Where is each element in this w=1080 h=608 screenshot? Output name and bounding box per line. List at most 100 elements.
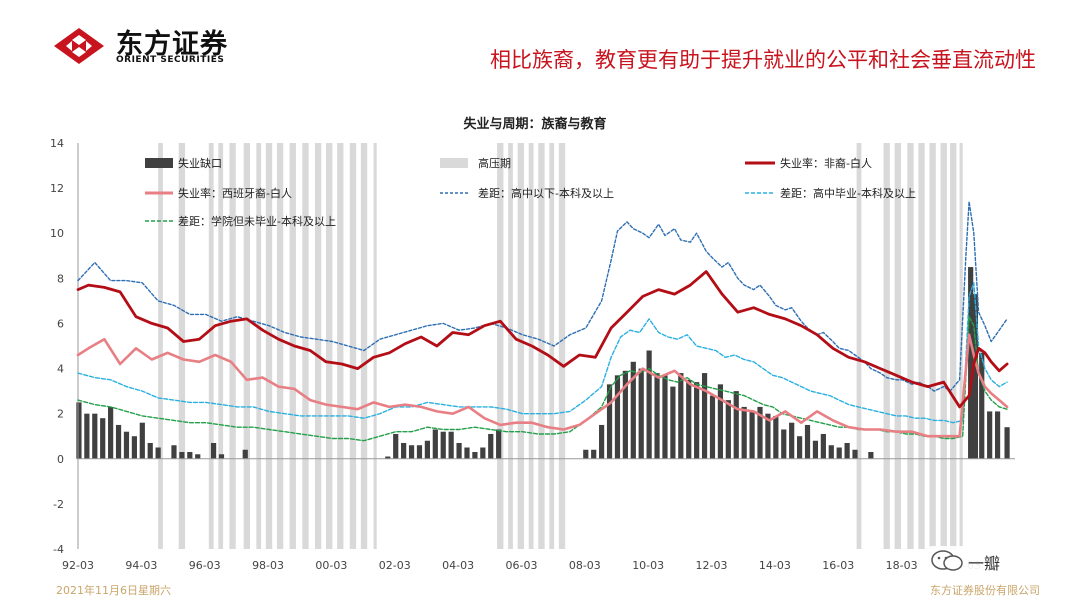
gap-bar <box>480 447 486 459</box>
legend-label-black-white: 失业率：非裔-白人 <box>780 156 872 170</box>
gap-bar <box>440 431 446 459</box>
gap-bar <box>701 373 708 459</box>
high-pressure-band <box>218 143 224 549</box>
gap-bar <box>987 411 993 459</box>
gap-bar <box>408 445 415 459</box>
high-pressure-band <box>883 143 890 549</box>
gap-bar <box>852 449 858 459</box>
series-lines <box>76 200 1009 442</box>
high-pressure-band <box>508 143 513 549</box>
gap-bar <box>662 375 668 459</box>
x-tick-label: 10-03 <box>632 559 664 572</box>
high-pressure-band <box>349 143 357 549</box>
high-pressure-band <box>178 143 186 549</box>
high-pressure-band <box>929 143 936 549</box>
gap-bar <box>488 433 494 459</box>
gap-bar <box>76 402 82 459</box>
page-headline: 相比族裔，教育更有助于提升就业的公平和社会垂直流动性 <box>490 48 1036 72</box>
series-line-college <box>77 316 1008 442</box>
footer-company: 东方证券股份有限公司 <box>930 584 1040 597</box>
gap-bar <box>195 454 201 459</box>
x-tick-label: 14-03 <box>759 559 791 572</box>
gap-bar <box>789 422 795 459</box>
brand-name-en: ORIENT SECURITIES <box>116 55 225 65</box>
gap-bar <box>868 452 874 459</box>
gap-bar <box>115 424 122 459</box>
gap-bar <box>686 379 692 459</box>
gap-bar <box>717 384 724 459</box>
x-tick-label: 96-03 <box>189 559 221 572</box>
gap-bar <box>179 452 185 459</box>
gap-bar <box>92 413 98 459</box>
gap-bar <box>622 370 628 459</box>
gap-bar <box>757 406 763 459</box>
gap-bar <box>749 411 755 459</box>
gap-bar <box>131 436 137 459</box>
gap-bar <box>972 294 979 459</box>
gap-bar <box>820 433 826 459</box>
gap-bar <box>108 406 114 459</box>
gap-bar <box>725 400 731 459</box>
high-pressure-band <box>538 143 545 549</box>
high-pressure-band <box>558 143 566 549</box>
gap-bar <box>139 422 145 459</box>
gap-bar <box>804 424 811 459</box>
watermark-text: 一瓣 <box>968 554 1001 573</box>
high-pressure-band <box>229 143 236 549</box>
gap-bar <box>187 452 193 459</box>
gap-bar <box>678 373 684 459</box>
high-pressure-band <box>302 143 309 549</box>
gap-bar <box>979 352 985 459</box>
y-tick-label: 6 <box>57 317 64 330</box>
high-pressure-band <box>256 143 262 549</box>
x-tick-label: 98-03 <box>252 559 284 572</box>
high-pressure-band <box>326 143 333 549</box>
y-tick-label: 14 <box>50 137 64 150</box>
legend-label-gap: 失业缺口 <box>178 156 222 170</box>
gap-bar <box>155 447 161 459</box>
gap-bar <box>765 413 771 459</box>
watermark: 一瓣 <box>928 546 1020 576</box>
series-line-black-white <box>76 270 1009 409</box>
gap-bar <box>432 429 438 459</box>
high-pressure-band <box>856 143 862 549</box>
gap-bar <box>1004 427 1010 459</box>
y-tick-label: -4 <box>53 543 64 556</box>
x-tick-label: 92-03 <box>62 559 94 572</box>
gap-bar <box>781 429 787 459</box>
high-pressure-band <box>276 143 284 549</box>
high-pressure-band <box>940 143 947 549</box>
wechat-icon <box>931 550 963 571</box>
footer-date: 2021年11月6日星期六 <box>56 584 171 597</box>
high-pressure-band <box>314 143 322 549</box>
gap-bar <box>401 442 407 459</box>
high-pressure-band <box>373 143 377 549</box>
gap-bar <box>472 452 478 459</box>
gap-bar <box>733 391 739 459</box>
series-line-hs-below <box>77 200 1008 392</box>
legend-label-hs-below: 差距：高中以下-本科及以上 <box>478 186 614 200</box>
high-pressure-band <box>337 143 344 549</box>
high-pressure-band <box>243 143 251 549</box>
y-tick-label: 0 <box>57 453 64 466</box>
gap-bar <box>456 442 462 459</box>
legend-label-high-pressure: 高压期 <box>478 156 511 170</box>
gap-bar <box>654 373 660 459</box>
gap-bar <box>638 368 644 459</box>
high-pressure-band <box>360 143 368 549</box>
high-pressure-band <box>497 143 504 549</box>
gap-bar <box>583 449 589 459</box>
gap-bar <box>614 375 621 459</box>
gap-bar <box>171 445 177 459</box>
gap-bar <box>994 411 1001 459</box>
gap-bar <box>416 445 423 459</box>
gap-bar <box>773 415 779 459</box>
gap-bar <box>836 447 842 459</box>
orient-securities-logo <box>54 28 104 64</box>
high-pressure-band <box>950 143 957 549</box>
high-pressure-band <box>894 143 901 549</box>
brand-name-cn: 东方证券 <box>116 29 228 60</box>
gap-bar <box>210 442 217 459</box>
high-pressure-shading <box>158 143 963 549</box>
x-tick-label: 08-03 <box>569 559 601 572</box>
